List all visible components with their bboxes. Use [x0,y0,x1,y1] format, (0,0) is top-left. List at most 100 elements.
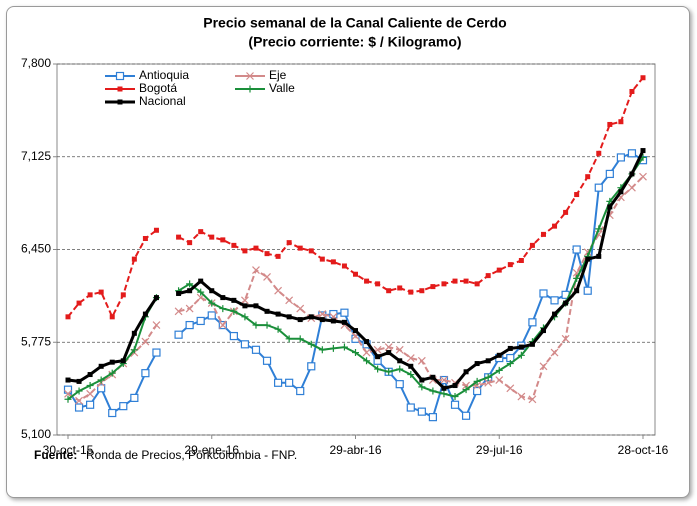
marker [386,288,392,294]
marker [286,240,292,246]
marker [396,365,404,373]
marker [430,374,436,380]
marker [463,278,469,284]
marker [220,295,226,301]
marker [131,330,137,336]
marker [605,169,614,179]
marker [318,346,326,354]
marker [364,339,370,345]
marker [308,248,314,254]
marker [618,189,624,195]
marker [207,311,216,320]
marker [152,348,161,357]
legend-label: Valle [269,81,295,95]
series-line [67,175,644,402]
marker [307,340,315,348]
marker [86,400,95,409]
marker [539,362,548,371]
marker [417,356,426,365]
x-tick-label: 28-oct-16 [618,443,669,457]
marker [473,386,482,396]
marker [352,349,359,357]
marker [285,335,293,343]
marker [120,292,126,298]
marker [529,242,535,248]
marker [98,363,104,369]
marker [397,358,403,364]
marker [263,321,271,329]
marker [607,121,613,127]
marker [97,376,105,384]
marker [485,273,491,279]
marker [65,377,71,383]
marker [285,296,294,305]
marker [185,320,194,330]
marker [496,352,502,358]
legend-marker [246,85,254,93]
marker [429,387,437,395]
marker [418,383,426,391]
marker [296,335,304,343]
source-text: Ronda de Precios, Porkcolombia - FNP. [86,448,297,462]
marker [506,360,514,368]
marker [474,281,480,287]
marker [364,278,370,284]
marker [329,344,337,352]
marker [219,305,227,313]
marker [208,299,216,307]
marker [406,403,415,412]
marker [76,300,82,306]
marker [218,321,227,329]
marker [120,358,126,364]
marker [485,358,491,364]
marker [274,286,283,295]
marker [585,174,591,180]
marker [518,344,524,350]
marker [640,148,646,154]
marker [240,296,249,305]
marker [550,348,559,357]
marker [152,321,161,329]
marker [463,369,469,375]
marker [628,183,636,192]
marker [285,378,294,387]
marker [461,411,471,420]
marker [375,354,381,360]
legend-marker [117,86,123,92]
marker [362,348,371,357]
marker [440,390,448,398]
marker [406,354,415,362]
marker [131,256,137,262]
marker [518,257,524,263]
marker [231,297,237,303]
marker [64,389,72,398]
y-tick-label: 7,800 [21,56,51,70]
marker [97,384,106,393]
marker [616,153,625,162]
marker [297,245,303,251]
marker [76,378,82,384]
marker [572,245,581,254]
marker [318,310,327,319]
marker [563,209,569,215]
marker [496,267,502,273]
marker [529,341,535,347]
marker [408,289,414,295]
marker [428,413,438,422]
marker [640,75,646,81]
marker [574,192,580,198]
marker [517,392,526,401]
x-tick-label: 29-abr-16 [329,443,381,457]
marker [395,380,404,389]
y-tick-label: 7,125 [21,149,51,163]
marker [240,340,250,349]
marker [561,334,570,343]
legend-label: Eje [269,68,287,82]
marker [495,376,504,384]
source-label: Fuente: [34,448,77,462]
marker [319,256,325,262]
marker [639,172,647,181]
marker [264,308,270,314]
